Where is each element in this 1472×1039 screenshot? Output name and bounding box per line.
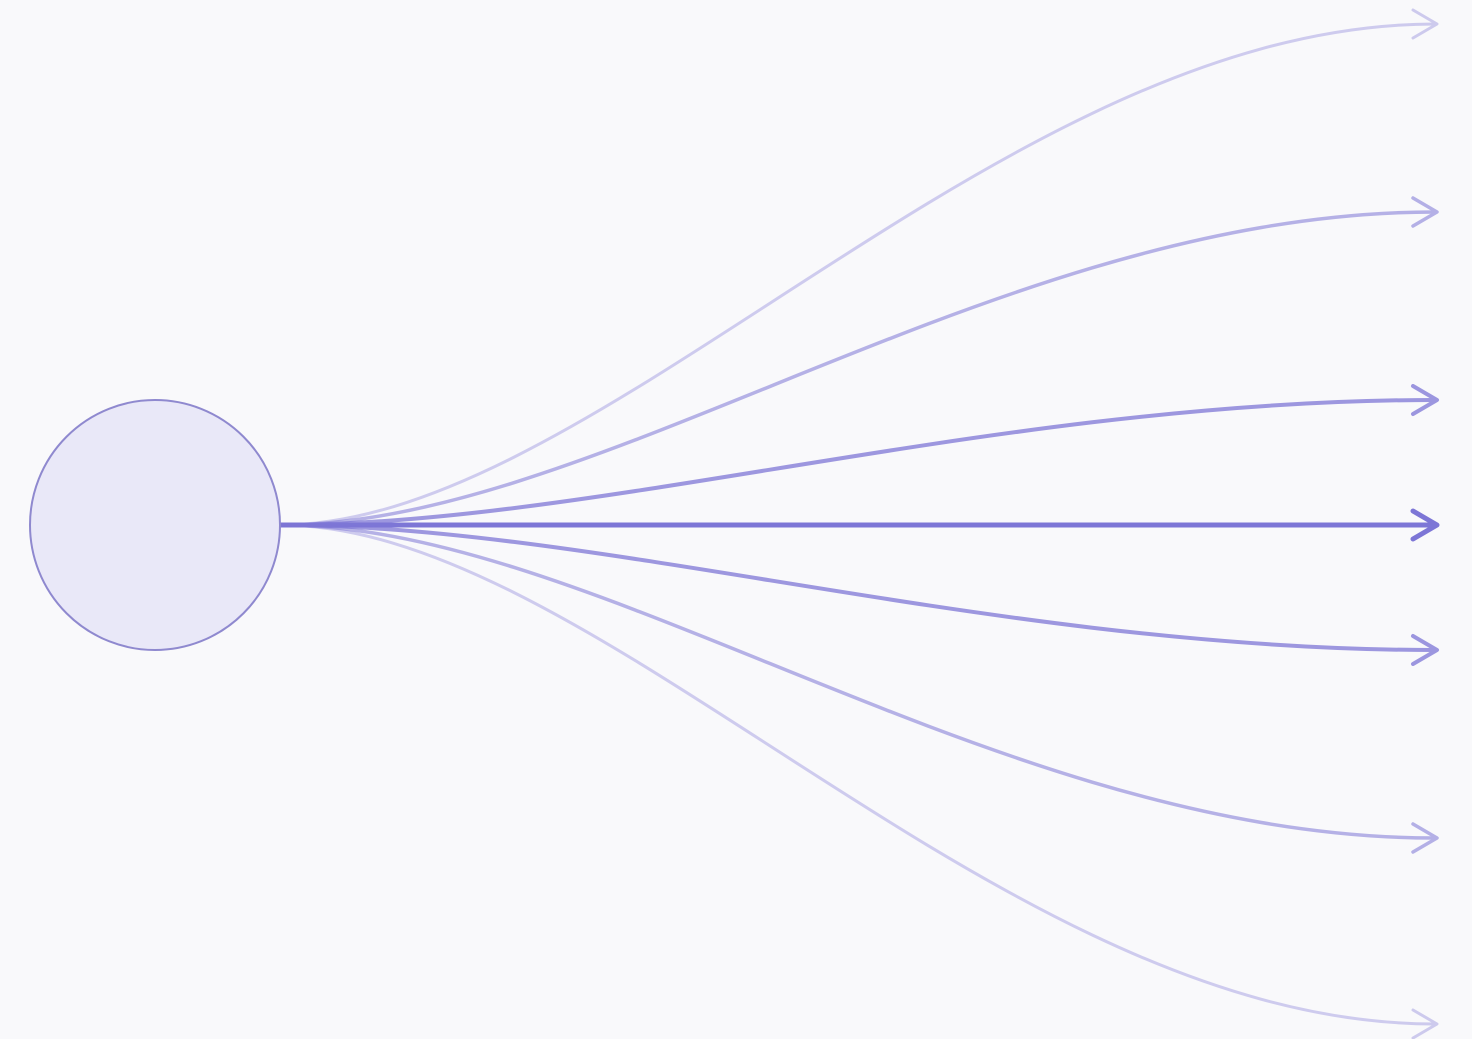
source-node [29, 399, 281, 651]
edge-1-arrowhead [1411, 8, 1439, 40]
edge-1-line [278, 22, 1437, 527]
edge-3-arrowhead [1411, 384, 1439, 416]
edge-5 [278, 523, 1439, 666]
edge-group [277, 8, 1440, 1039]
edge-2-line [278, 210, 1437, 527]
edge-2 [278, 196, 1439, 527]
edge-3 [278, 384, 1439, 527]
edge-7-line [278, 523, 1437, 1026]
edge-1 [278, 8, 1439, 527]
edge-4-arrowhead [1410, 508, 1440, 542]
edge-7 [278, 523, 1439, 1039]
edge-6-arrowhead [1411, 822, 1439, 854]
edge-3-line [278, 398, 1437, 527]
edge-4 [277, 508, 1440, 542]
edge-5-line [278, 523, 1437, 652]
edge-7-arrowhead [1411, 1008, 1439, 1039]
edge-5-arrowhead [1411, 634, 1439, 666]
edge-6 [278, 523, 1439, 854]
edge-2-arrowhead [1411, 196, 1439, 228]
edge-6-line [278, 523, 1437, 840]
